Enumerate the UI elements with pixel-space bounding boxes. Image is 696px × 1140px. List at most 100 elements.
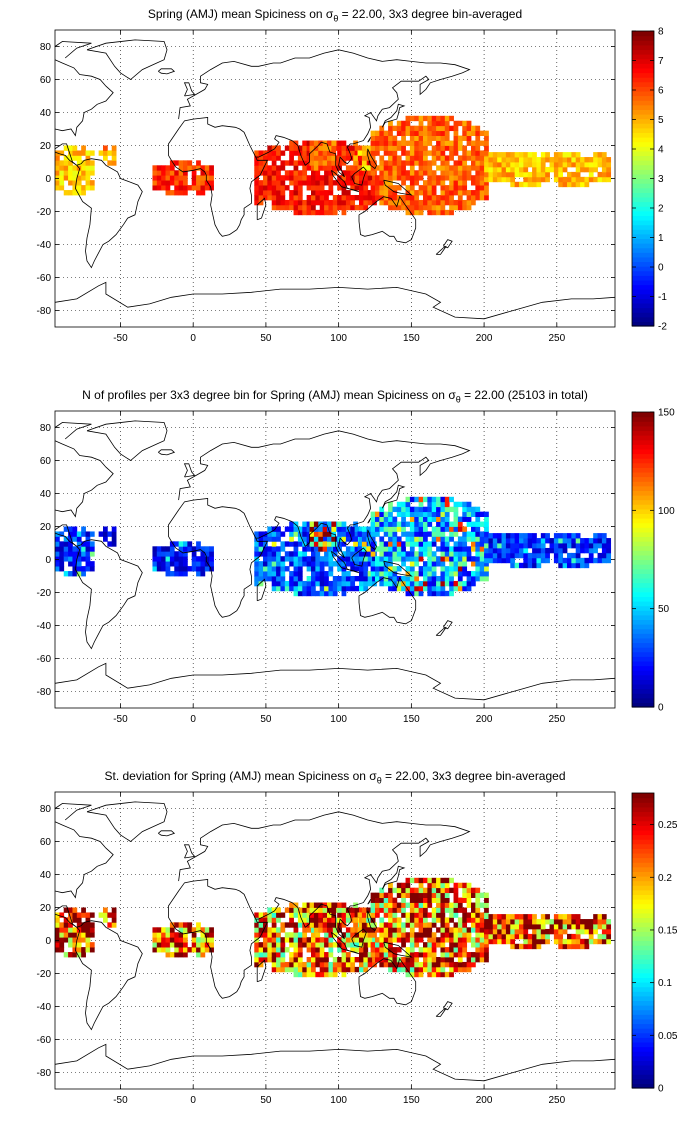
data-cell	[271, 541, 277, 547]
data-cell	[267, 957, 273, 963]
data-cell	[263, 536, 268, 542]
colorbar-step	[632, 977, 654, 983]
data-cell	[567, 943, 572, 950]
data-cell	[449, 145, 454, 151]
data-cell	[354, 204, 360, 211]
data-cell	[431, 966, 437, 973]
colorbar-tick-label: -1	[658, 292, 667, 303]
colorbar-step	[632, 293, 654, 299]
data-cell	[280, 576, 286, 582]
data-cell	[427, 902, 433, 908]
data-cell	[263, 190, 268, 196]
data-cell	[484, 195, 489, 201]
data-cell	[405, 566, 411, 572]
data-cell	[462, 566, 468, 572]
data-cell	[440, 170, 446, 176]
data-cell	[297, 190, 303, 196]
data-cell	[85, 531, 91, 537]
data-cell	[313, 912, 319, 918]
data-cell	[396, 932, 402, 938]
data-cell	[423, 551, 428, 557]
data-cell	[309, 917, 315, 923]
coastline	[158, 68, 176, 75]
data-cell	[337, 521, 342, 527]
data-cell	[475, 917, 481, 923]
data-cell	[536, 928, 542, 935]
data-cell	[174, 932, 180, 938]
data-cell	[392, 961, 398, 968]
data-cell	[174, 175, 180, 181]
data-cell	[68, 536, 73, 542]
data-cell	[297, 961, 303, 968]
data-cell	[289, 580, 294, 587]
data-cell	[457, 882, 463, 889]
data-cell	[501, 157, 507, 163]
data-cell	[462, 932, 468, 938]
data-cell	[505, 157, 511, 163]
data-cell	[527, 943, 533, 950]
data-cell	[392, 536, 398, 542]
data-cell	[370, 566, 376, 572]
data-cell	[354, 937, 360, 943]
data-cell	[449, 927, 454, 933]
data-cell	[63, 922, 69, 928]
data-cell	[580, 919, 585, 925]
data-cell	[85, 556, 91, 562]
data-cell	[322, 541, 328, 547]
data-cell	[444, 566, 450, 572]
data-cell	[436, 135, 441, 141]
data-cell	[315, 551, 321, 557]
data-cell	[453, 922, 459, 928]
data-cell	[484, 166, 489, 173]
data-cell	[597, 152, 603, 158]
data-cell	[575, 533, 581, 539]
data-cell	[457, 501, 463, 508]
data-cell	[311, 947, 316, 953]
data-cell	[59, 175, 65, 181]
data-cell	[427, 501, 433, 508]
data-cell	[324, 536, 329, 542]
data-cell	[289, 561, 294, 567]
coastline	[158, 830, 176, 837]
data-cell	[293, 180, 299, 186]
colorbar-step	[632, 875, 654, 882]
data-cell	[475, 942, 481, 948]
data-cell	[457, 571, 463, 577]
data-cell	[254, 180, 260, 186]
data-cell	[444, 125, 450, 132]
data-cell	[475, 155, 481, 161]
data-cell	[545, 171, 550, 178]
data-cell	[588, 928, 594, 935]
data-cell	[63, 952, 69, 958]
data-cell	[418, 887, 424, 894]
data-cell	[311, 185, 316, 191]
data-cell	[359, 957, 364, 963]
data-cell	[453, 140, 459, 146]
colorbar-step	[632, 499, 654, 505]
data-cell	[405, 882, 411, 889]
data-cell	[271, 932, 277, 938]
data-cell	[81, 150, 86, 156]
data-cell	[375, 180, 380, 186]
colorbar-step	[632, 229, 654, 235]
data-cell	[313, 165, 319, 171]
colorbar-step	[632, 1074, 654, 1080]
data-cell	[174, 561, 180, 567]
data-cell	[191, 932, 197, 938]
data-cell	[174, 551, 180, 557]
data-cell	[55, 185, 60, 191]
data-cell	[567, 938, 572, 945]
data-cell	[306, 526, 312, 532]
data-cell	[76, 536, 82, 542]
data-cell	[354, 561, 360, 567]
data-cell	[392, 907, 398, 913]
y-tick-label: 0	[45, 174, 51, 185]
data-cell	[302, 561, 308, 567]
data-cell	[562, 533, 568, 539]
data-cell	[350, 957, 356, 963]
data-cell	[174, 942, 180, 948]
data-cell	[514, 181, 520, 188]
data-cell	[367, 190, 373, 196]
data-cell	[457, 897, 463, 903]
